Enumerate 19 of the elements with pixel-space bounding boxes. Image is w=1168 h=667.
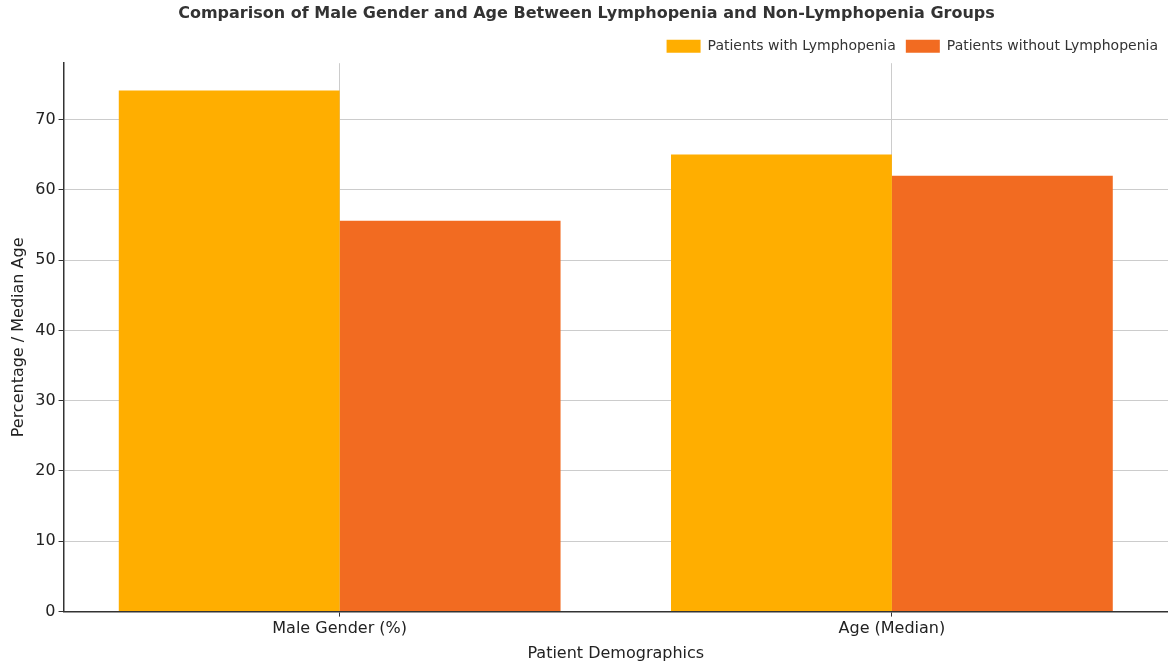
legend-label: Patients with Lymphopenia — [707, 36, 896, 53]
legend-label: Patients without Lymphopenia — [946, 36, 1159, 53]
y-tick-label: 40 — [35, 319, 56, 339]
y-tick-label: 50 — [35, 249, 56, 269]
chart-title: Comparison of Male Gender and Age Between Lymphopenia and Non-Lymphopenia Groups — [178, 2, 995, 22]
y-tick-label: 20 — [35, 460, 56, 480]
bar — [118, 90, 340, 612]
y-tick-label: 70 — [35, 108, 56, 128]
y-axis-title: Percentage / Median Age — [7, 237, 27, 438]
y-tick-label: 60 — [35, 178, 56, 198]
bar — [671, 154, 892, 612]
bar — [891, 175, 1113, 612]
x-tick-label: Age (Median) — [838, 618, 946, 638]
x-axis-title: Patient Demographics — [527, 642, 705, 662]
x-tick-label: Male Gender (%) — [272, 618, 408, 638]
y-tick-label: 30 — [35, 389, 56, 409]
y-tick-label: 0 — [45, 600, 56, 620]
bar — [339, 220, 561, 612]
y-tick-label: 10 — [35, 530, 56, 550]
